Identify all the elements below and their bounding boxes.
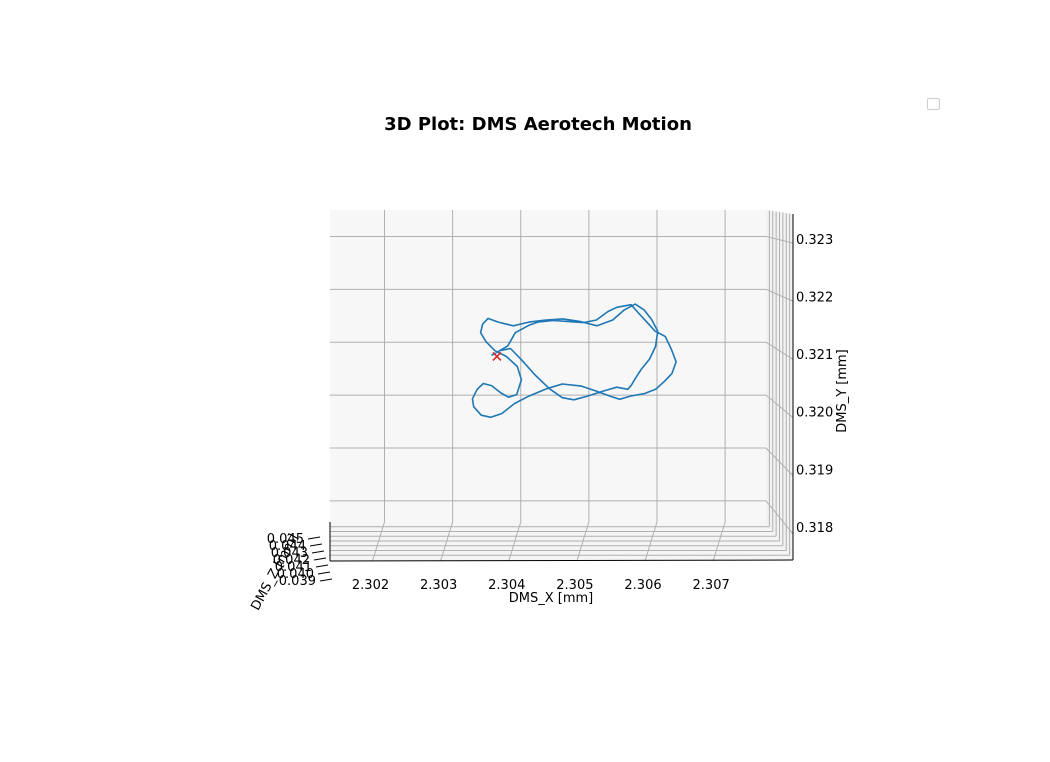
x-tick-label: 2.303 (420, 578, 457, 593)
x-tick-label: 2.302 (352, 578, 389, 593)
z-tick-label: 0.039 (279, 574, 316, 589)
z-tick-label: 0.045 (267, 532, 304, 547)
x-tick-label: 2.307 (693, 578, 730, 593)
z-tick-label: 0.040 (277, 567, 314, 582)
marker-layer (492, 351, 502, 362)
x-tick-label: 2.306 (624, 578, 661, 593)
x-tick-label: 2.305 (556, 578, 593, 593)
y-tick-label: 0.322 (796, 290, 833, 305)
x-tick-labels: 2.302 2.303 2.304 2.305 2.306 2.307 (352, 578, 730, 593)
axes-lines (329, 214, 794, 562)
series-layer (471, 303, 677, 419)
y-tick-labels: 0.318 0.319 0.320 0.321 0.322 0.323 (796, 233, 833, 536)
chart-title: 3D Plot: DMS Aerotech Motion (384, 114, 692, 135)
back-pane (330, 210, 766, 522)
y-tick-label: 0.323 (796, 233, 833, 248)
series-line-0 (471, 303, 677, 419)
y-tick-label: 0.321 (796, 348, 833, 363)
y-tick-label: 0.318 (796, 521, 833, 536)
z-tick-label: 0.041 (275, 560, 312, 575)
x-tick-label: 2.304 (488, 578, 525, 593)
x-axis-label: DMS_X [mm] (509, 591, 594, 606)
legend-box (927, 98, 940, 110)
z-tick-label: 0.043 (271, 546, 308, 561)
start-marker-0 (492, 351, 502, 362)
z-tick-label: 0.044 (269, 539, 306, 554)
grid-lines (330, 210, 794, 562)
y-tick-label: 0.319 (796, 463, 833, 478)
y-tick-label: 0.320 (796, 406, 833, 421)
y-axis-label: DMS_Y [mm] (835, 349, 850, 433)
z-tick-label: 0.042 (273, 553, 310, 568)
